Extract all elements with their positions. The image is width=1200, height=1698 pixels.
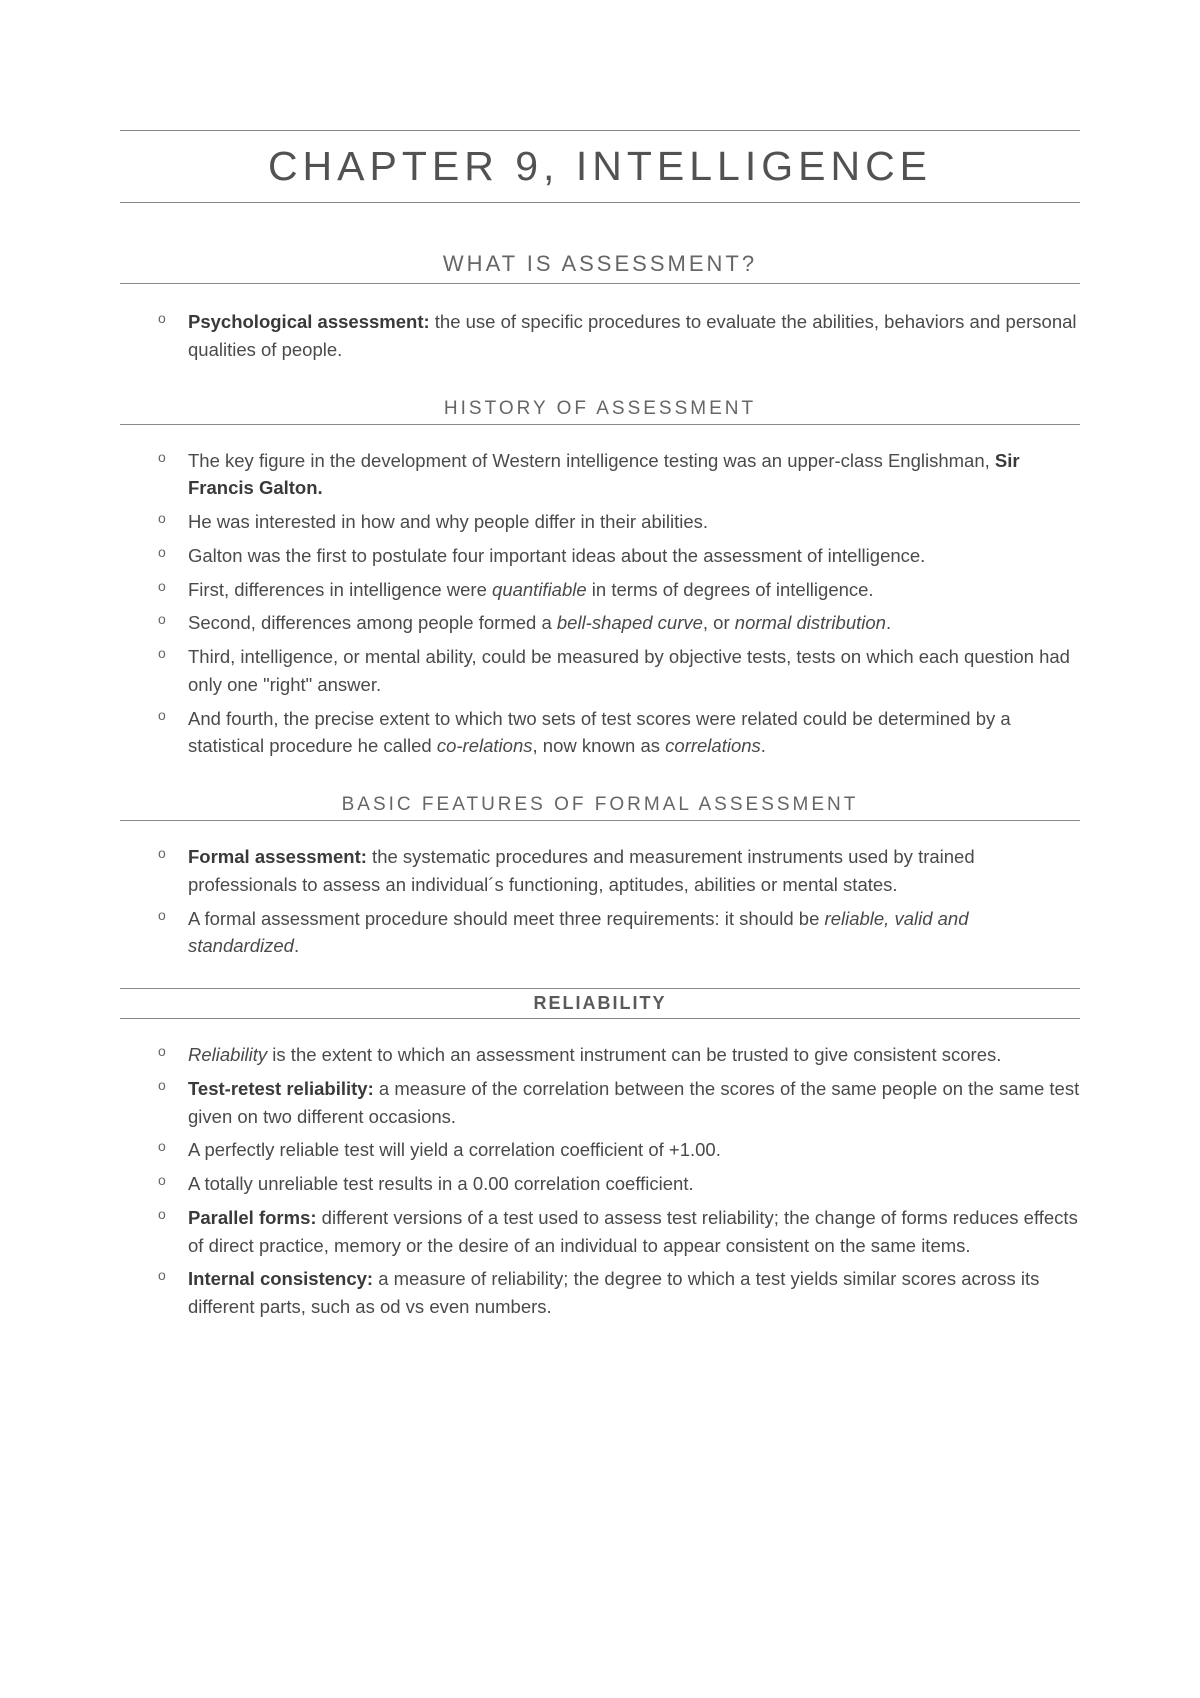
list-item: Galton was the first to postulate four i…	[158, 542, 1080, 570]
text: .	[294, 935, 299, 956]
section-what-is-assessment-title: WHAT IS ASSESSMENT?	[120, 251, 1080, 284]
list-item: A perfectly reliable test will yield a c…	[158, 1136, 1080, 1164]
list-item: Formal assessment: the systematic proced…	[158, 843, 1080, 899]
text: First, differences in intelligence were	[188, 579, 492, 600]
italic-term: Reliability	[188, 1044, 267, 1065]
text: .	[886, 612, 891, 633]
list-item: Internal consistency: a measure of relia…	[158, 1265, 1080, 1321]
term-label: Test-retest reliability:	[188, 1078, 374, 1099]
list-item: First, differences in intelligence were …	[158, 576, 1080, 604]
term-definition: different versions of a test used to ass…	[188, 1207, 1078, 1256]
list-item: A formal assessment procedure should mee…	[158, 905, 1080, 961]
italic-term: correlations	[665, 735, 761, 756]
list-item: Parallel forms: different versions of a …	[158, 1204, 1080, 1260]
list-item: Second, differences among people formed …	[158, 609, 1080, 637]
italic-term: quantifiable	[492, 579, 587, 600]
history-list: The key figure in the development of Wes…	[120, 447, 1080, 761]
reliability-list: Reliability is the extent to which an as…	[120, 1041, 1080, 1321]
italic-term: co-relations	[437, 735, 533, 756]
list-item: Reliability is the extent to which an as…	[158, 1041, 1080, 1069]
text: , now known as	[533, 735, 666, 756]
list-item: Test-retest reliability: a measure of th…	[158, 1075, 1080, 1131]
term-label: Formal assessment:	[188, 846, 367, 867]
chapter-title: CHAPTER 9, INTELLIGENCE	[120, 130, 1080, 203]
list-item: The key figure in the development of Wes…	[158, 447, 1080, 503]
text: in terms of degrees of intelligence.	[587, 579, 874, 600]
list-item: Third, intelligence, or mental ability, …	[158, 643, 1080, 699]
text: is the extent to which an assessment ins…	[267, 1044, 1001, 1065]
list-item: And fourth, the precise extent to which …	[158, 705, 1080, 761]
what-is-assessment-list: Psychological assessment: the use of spe…	[120, 308, 1080, 364]
text: A formal assessment procedure should mee…	[188, 908, 825, 929]
text: .	[761, 735, 766, 756]
list-item: Psychological assessment: the use of spe…	[158, 308, 1080, 364]
italic-term: normal distribution	[735, 612, 886, 633]
list-item: A totally unreliable test results in a 0…	[158, 1170, 1080, 1198]
list-item: He was interested in how and why people …	[158, 508, 1080, 536]
term-label: Parallel forms:	[188, 1207, 317, 1228]
section-history-title: HISTORY OF ASSESSMENT	[120, 398, 1080, 425]
text: Second, differences among people formed …	[188, 612, 557, 633]
basic-features-list: Formal assessment: the systematic proced…	[120, 843, 1080, 960]
term-label: Psychological assessment:	[188, 311, 430, 332]
text: The key figure in the development of Wes…	[188, 450, 995, 471]
section-basic-features-title: BASIC FEATURES OF FORMAL ASSESSMENT	[120, 794, 1080, 821]
italic-term: bell-shaped curve	[557, 612, 703, 633]
text: , or	[703, 612, 735, 633]
term-label: Internal consistency:	[188, 1268, 373, 1289]
section-reliability-title: RELIABILITY	[120, 988, 1080, 1019]
